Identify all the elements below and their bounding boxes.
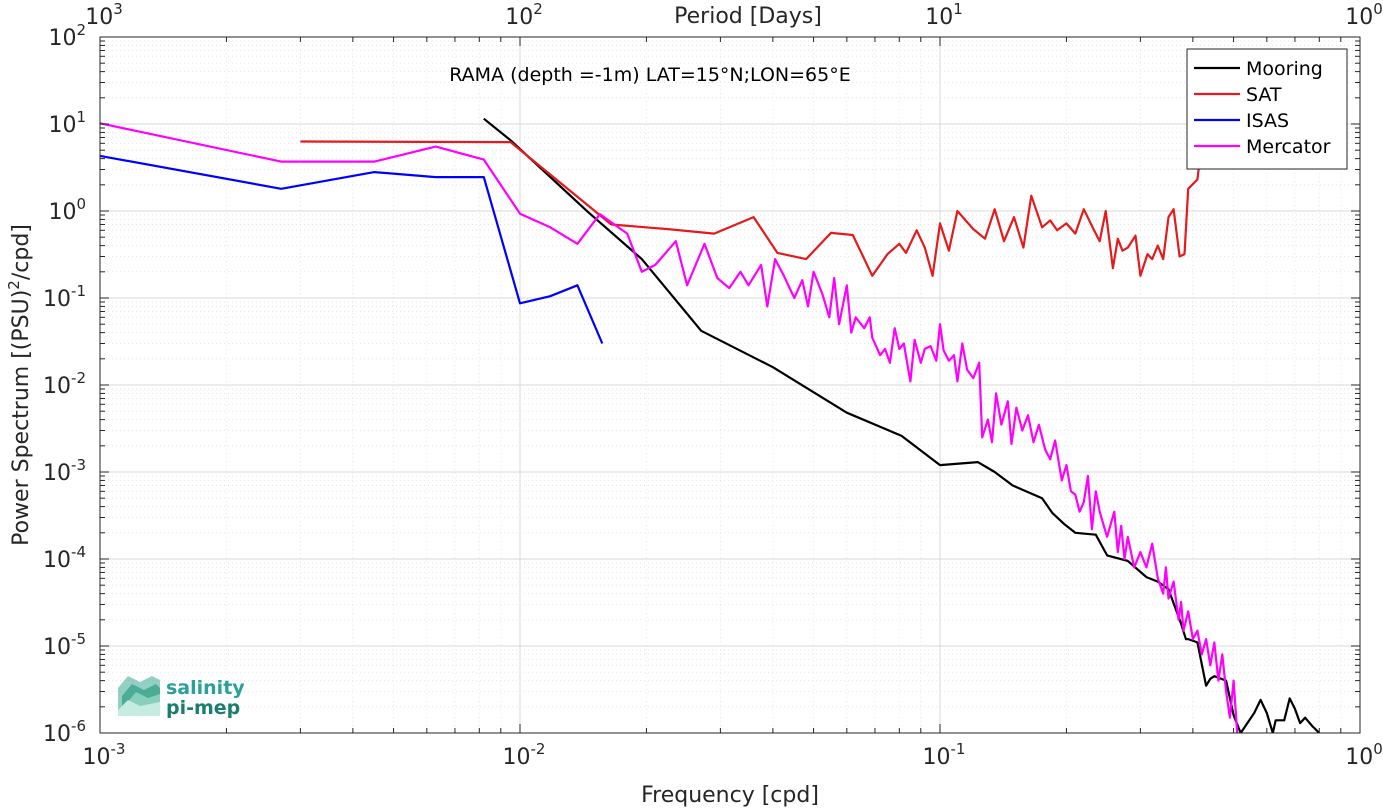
grid [100, 37, 1360, 733]
y-tick-label: 10-5 [43, 630, 86, 660]
y-tick-label: 10-1 [43, 282, 86, 312]
y-tick-label: 101 [48, 108, 86, 138]
legend-label-mercator: Mercator [1246, 136, 1331, 158]
y-tick-label: 10-4 [43, 543, 86, 573]
salinity-pi-mep-logo: salinity pi-mep [118, 676, 245, 719]
y-tick-label: 10-2 [43, 369, 86, 399]
legend-label-isas: ISAS [1246, 110, 1289, 132]
top-tick-label: 103 [85, 0, 123, 30]
legend-label-sat: SAT [1246, 84, 1282, 106]
x-axis-label: Frequency [cpd] [641, 783, 819, 808]
logo-line-2: pi-mep [166, 697, 240, 719]
logo-line-1: salinity [166, 677, 245, 699]
top-tick-label: 100 [1345, 0, 1383, 30]
legend-label-mooring: Mooring [1246, 58, 1323, 80]
top-axis-label: Period [Days] [674, 4, 822, 29]
series-line-isas [100, 154, 604, 344]
y-tick-label: 100 [48, 195, 86, 225]
y-tick-label: 102 [48, 21, 86, 51]
legend: Mooring SAT ISAS Mercator [1186, 48, 1348, 170]
top-tick-label: 101 [925, 0, 963, 30]
chart-annotation: RAMA (depth =-1m) LAT=15°N;LON=65°E [449, 64, 850, 86]
x-tick-label: 100 [1345, 740, 1383, 770]
series-line-sat [300, 140, 1203, 277]
series-lines [100, 117, 1321, 733]
y-tick-label: 10-3 [43, 456, 86, 486]
series-line-mooring [483, 117, 1321, 733]
series-line-mercator [100, 122, 1239, 733]
y-tick-label: 10-6 [43, 717, 86, 747]
x-tick-label: 10-3 [83, 740, 126, 770]
x-tick-label: 10-1 [923, 740, 966, 770]
x-tick-label: 10-2 [503, 740, 546, 770]
top-tick-label: 102 [505, 0, 543, 30]
logo-waves-icon [118, 676, 160, 716]
y-axis-label: Power Spectrum [(PSU)2/cpd] [5, 224, 34, 546]
